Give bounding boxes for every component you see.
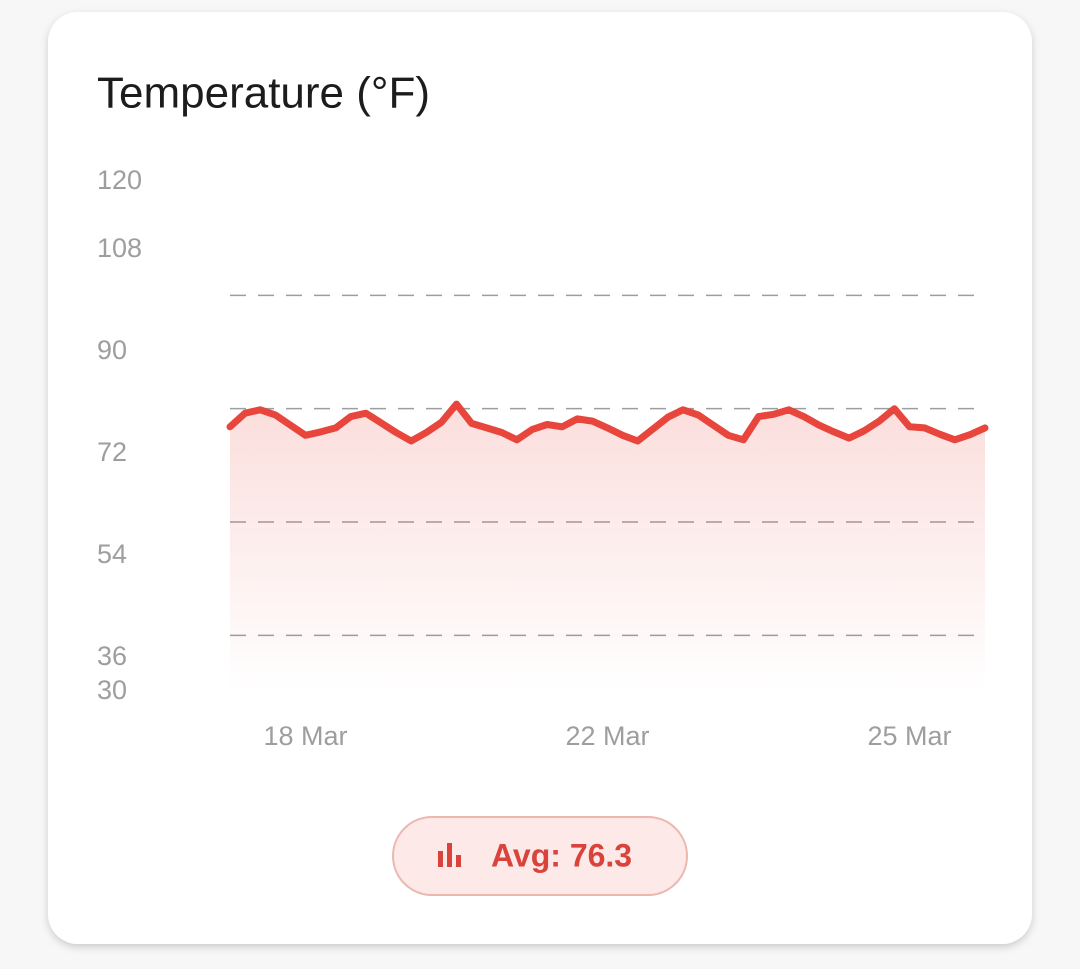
y-tick-label: 54	[97, 539, 127, 569]
line	[226, 400, 989, 445]
avg-label: Avg: 76.3	[491, 837, 632, 873]
chart-title: Temperature (°F)	[97, 69, 430, 118]
area	[230, 404, 985, 692]
icon	[456, 855, 461, 867]
x-tick-label: 25 Mar	[867, 721, 951, 751]
badge-bg	[392, 816, 688, 896]
x-tick-label: 22 Mar	[565, 721, 649, 751]
y-tick-label: 108	[97, 233, 142, 263]
y-tick-label: 120	[97, 165, 142, 195]
y-tick-label: 72	[97, 437, 127, 467]
icon	[447, 843, 452, 867]
x-tick-label: 18 Mar	[263, 721, 347, 751]
y-tick-label: 36	[97, 641, 127, 671]
icon	[438, 851, 443, 867]
avg-badge: Avg: 76.3	[392, 816, 688, 896]
y-tick-label: 90	[97, 335, 127, 365]
y-tick-label: 30	[97, 675, 127, 705]
